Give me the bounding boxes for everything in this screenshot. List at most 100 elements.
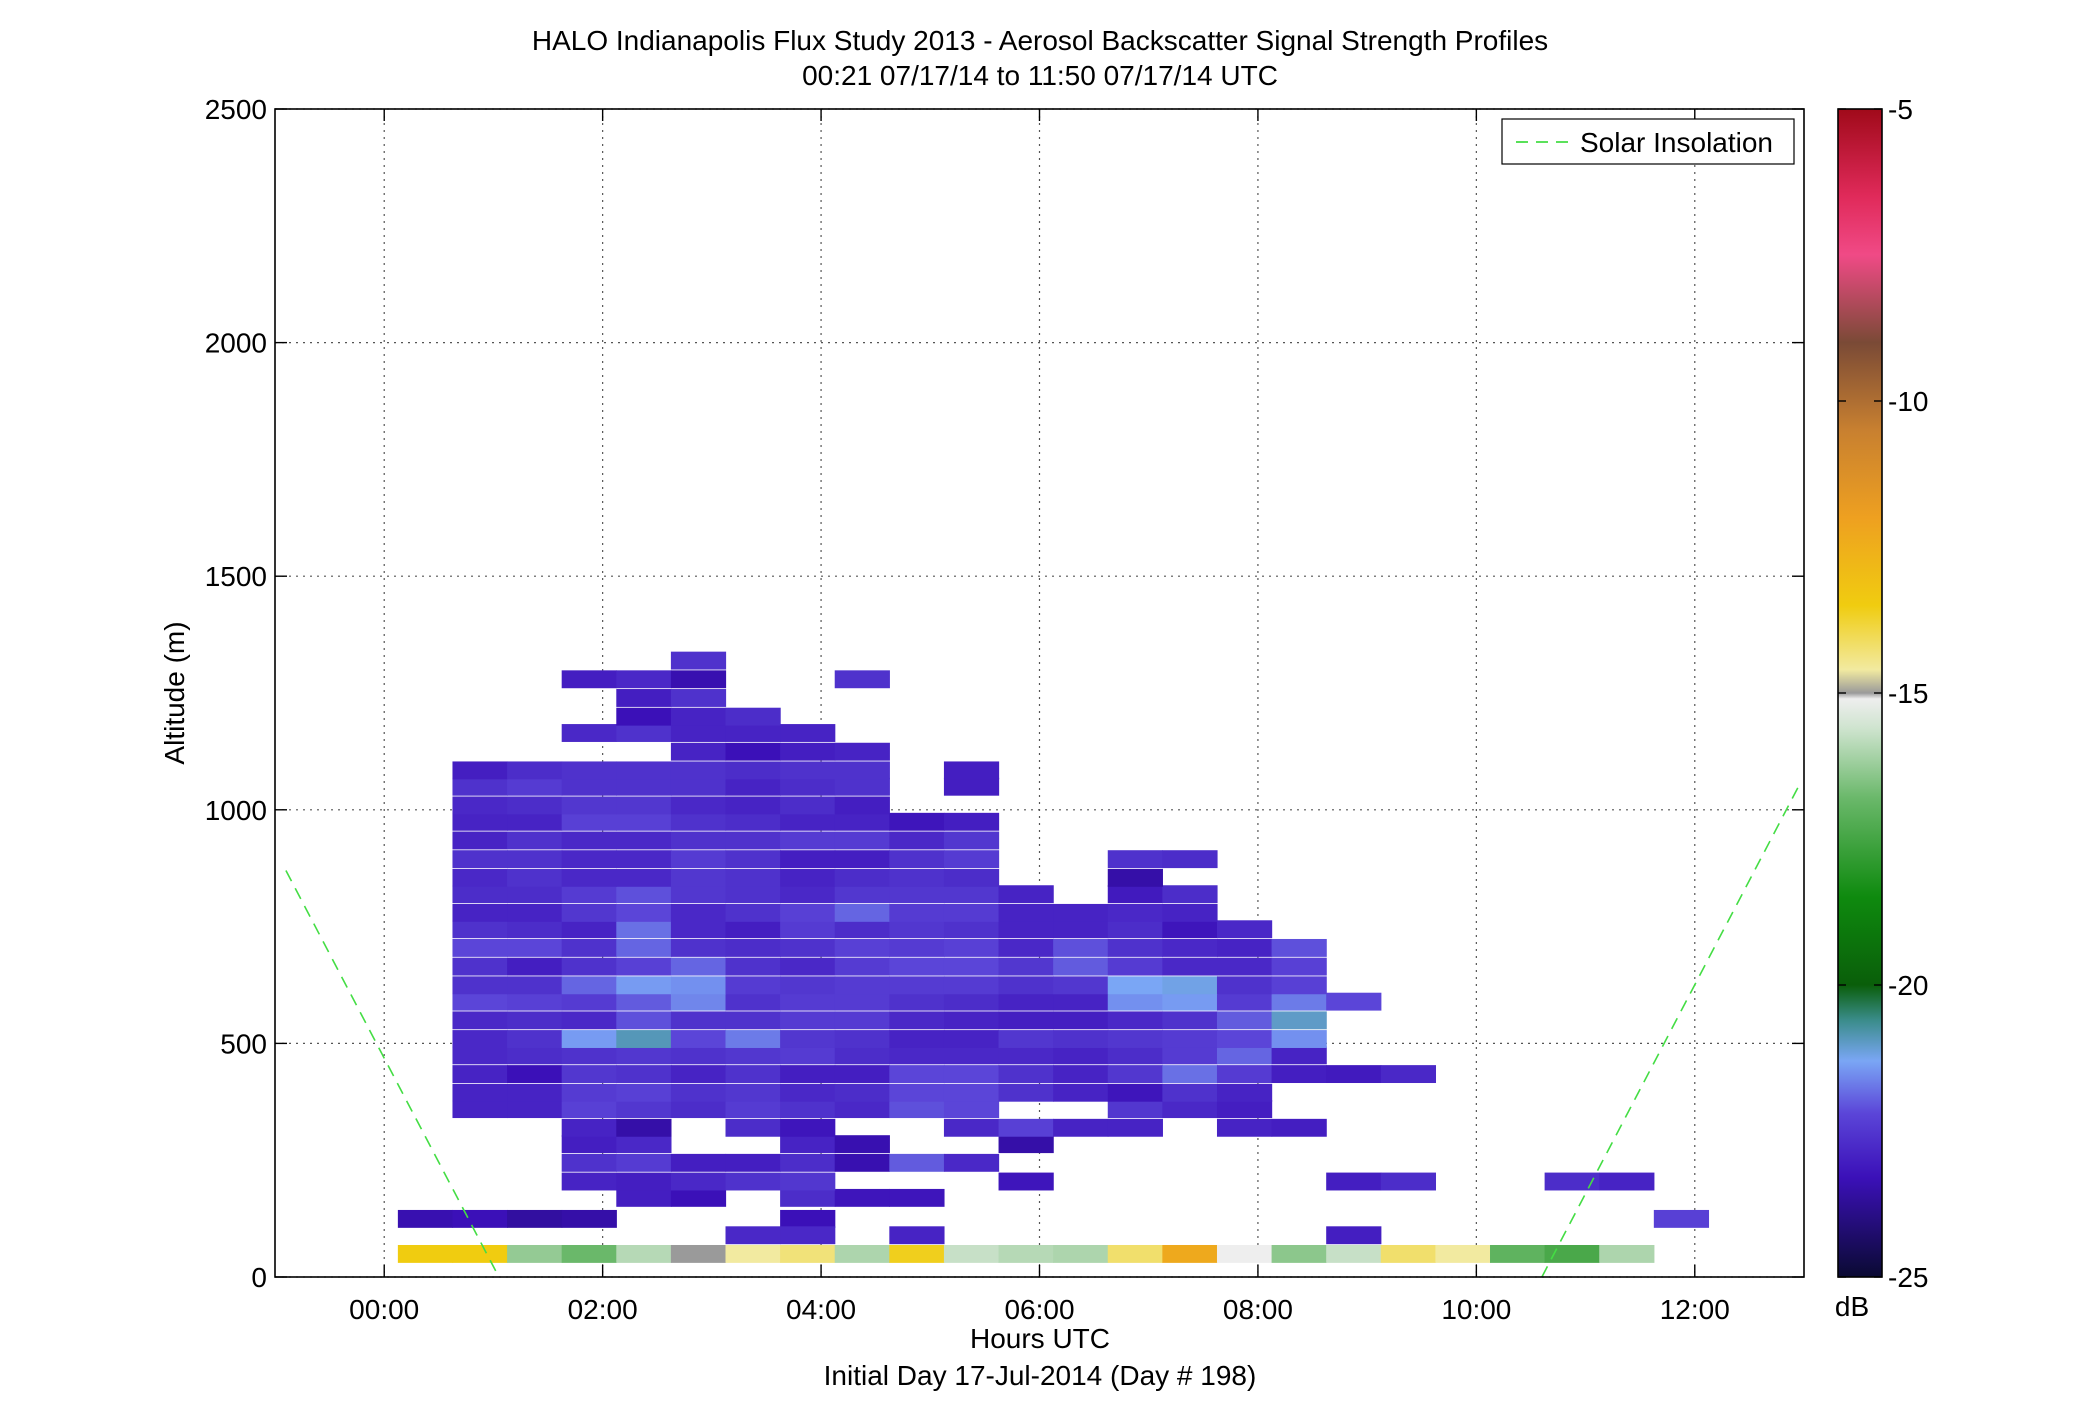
heatmap-cell bbox=[561, 992, 617, 1011]
heatmap-cell bbox=[561, 1046, 617, 1065]
heatmap-cell bbox=[616, 885, 672, 904]
heatmap-cell bbox=[561, 831, 617, 850]
heatmap-cell bbox=[943, 1030, 1000, 1048]
heatmap-cell bbox=[561, 850, 617, 869]
heatmap-cell bbox=[1544, 1244, 1600, 1263]
heatmap-cell bbox=[780, 992, 836, 1011]
y-tick-label: 1000 bbox=[205, 795, 267, 826]
heatmap-cell bbox=[1107, 1244, 1163, 1263]
heatmap-cell bbox=[1162, 1030, 1218, 1048]
heatmap-cell bbox=[1107, 1100, 1163, 1119]
heatmap-cell bbox=[1053, 920, 1109, 939]
heatmap-cell bbox=[725, 885, 781, 904]
heatmap-cell bbox=[1216, 1046, 1273, 1065]
heatmap-cell bbox=[780, 1100, 836, 1119]
heatmap-cell bbox=[834, 831, 890, 850]
heatmap-cell bbox=[725, 761, 781, 780]
heatmap-cell bbox=[561, 1153, 617, 1172]
heatmap-cell bbox=[1326, 1172, 1382, 1191]
heatmap-cell bbox=[889, 1046, 945, 1065]
heatmap-cell bbox=[561, 1118, 617, 1137]
heatmap-cell bbox=[670, 1244, 727, 1263]
heatmap-cell bbox=[998, 1030, 1054, 1048]
heatmap-cell bbox=[452, 1100, 508, 1119]
heatmap-cell bbox=[943, 777, 1000, 796]
heatmap-cell bbox=[834, 742, 890, 761]
heatmap-cell bbox=[670, 1100, 727, 1119]
heatmap-cell bbox=[1271, 1244, 1327, 1263]
heatmap-cell bbox=[452, 1065, 508, 1084]
heatmap-cell bbox=[507, 992, 563, 1011]
heatmap-cell bbox=[998, 1011, 1054, 1030]
heatmap-cell bbox=[1271, 1118, 1327, 1137]
heatmap-cell bbox=[1162, 1244, 1218, 1263]
heatmap-cell bbox=[998, 1244, 1054, 1263]
heatmap-cell bbox=[1162, 938, 1218, 957]
heatmap-cell bbox=[561, 1100, 617, 1119]
heatmap-cell bbox=[889, 1100, 945, 1119]
heatmap-cell bbox=[834, 957, 890, 976]
heatmap-cell bbox=[1107, 1046, 1163, 1065]
heatmap-cell bbox=[670, 812, 727, 831]
heatmap-cell bbox=[561, 761, 617, 780]
heatmap-cell bbox=[725, 1118, 781, 1137]
heatmap-cell bbox=[397, 1209, 454, 1228]
heatmap-cell bbox=[780, 976, 836, 995]
heatmap-cell bbox=[889, 1244, 945, 1263]
heatmap-cell bbox=[889, 1226, 945, 1245]
colorbar-tick-label: -5 bbox=[1888, 94, 1913, 125]
heatmap-cell bbox=[452, 885, 508, 904]
heatmap-cell bbox=[834, 1046, 890, 1065]
heatmap-cell bbox=[1053, 992, 1109, 1011]
heatmap-cell bbox=[725, 1244, 781, 1263]
heatmap-cell bbox=[834, 796, 890, 815]
heatmap-cell bbox=[507, 1209, 563, 1228]
heatmap-cell bbox=[834, 1135, 890, 1154]
heatmap-cell bbox=[1271, 938, 1327, 957]
heatmap-cell bbox=[834, 1083, 890, 1102]
heatmap-cell bbox=[780, 903, 836, 922]
x-tick-label: 00:00 bbox=[349, 1294, 419, 1325]
heatmap-cell bbox=[1490, 1244, 1546, 1263]
x-axis-label: Hours UTC bbox=[970, 1323, 1110, 1354]
heatmap-cell bbox=[507, 1011, 563, 1030]
heatmap-cell bbox=[670, 1083, 727, 1102]
heatmap-cell bbox=[507, 938, 563, 957]
solar-insolation-line bbox=[1541, 786, 1800, 1277]
heatmap-cell bbox=[1053, 957, 1109, 976]
heatmap-cell bbox=[943, 1011, 1000, 1030]
heatmap-cell bbox=[507, 903, 563, 922]
heatmap-cell bbox=[834, 777, 890, 796]
heatmap-cell bbox=[780, 812, 836, 831]
heatmap-cell bbox=[507, 1244, 563, 1263]
heatmap-cell bbox=[1053, 1065, 1109, 1084]
heatmap-cell bbox=[452, 957, 508, 976]
y-axis-label: Altitude (m) bbox=[159, 621, 190, 764]
heatmap-cell bbox=[561, 1209, 617, 1228]
heatmap-cell bbox=[1162, 976, 1218, 995]
heatmap-cell bbox=[1271, 1011, 1327, 1030]
heatmap-cell bbox=[670, 831, 727, 850]
heatmap-cell bbox=[1162, 850, 1218, 869]
colorbar-tick-label: -15 bbox=[1888, 678, 1928, 709]
heatmap-cell bbox=[1380, 1065, 1437, 1084]
x-tick-label: 06:00 bbox=[1004, 1294, 1074, 1325]
heatmap-cell bbox=[1216, 938, 1273, 957]
heatmap-cell bbox=[998, 976, 1054, 995]
heatmap-cell bbox=[889, 1065, 945, 1084]
heatmap-cell bbox=[780, 1153, 836, 1172]
heatmap-cell bbox=[943, 992, 1000, 1011]
heatmap-cell bbox=[1216, 920, 1273, 939]
heatmap-cell bbox=[616, 1100, 672, 1119]
heatmap-cell bbox=[725, 920, 781, 939]
heatmap-cell bbox=[507, 761, 563, 780]
heatmap-cell bbox=[507, 1046, 563, 1065]
heatmap-cell bbox=[616, 1046, 672, 1065]
heatmap-cell bbox=[561, 920, 617, 939]
heatmap-cell bbox=[1107, 1030, 1163, 1048]
heatmap-cell bbox=[725, 707, 781, 726]
heatmap-cell bbox=[452, 761, 508, 780]
heatmap-cell bbox=[561, 957, 617, 976]
heatmap-cell bbox=[889, 812, 945, 831]
heatmap-cell bbox=[998, 957, 1054, 976]
